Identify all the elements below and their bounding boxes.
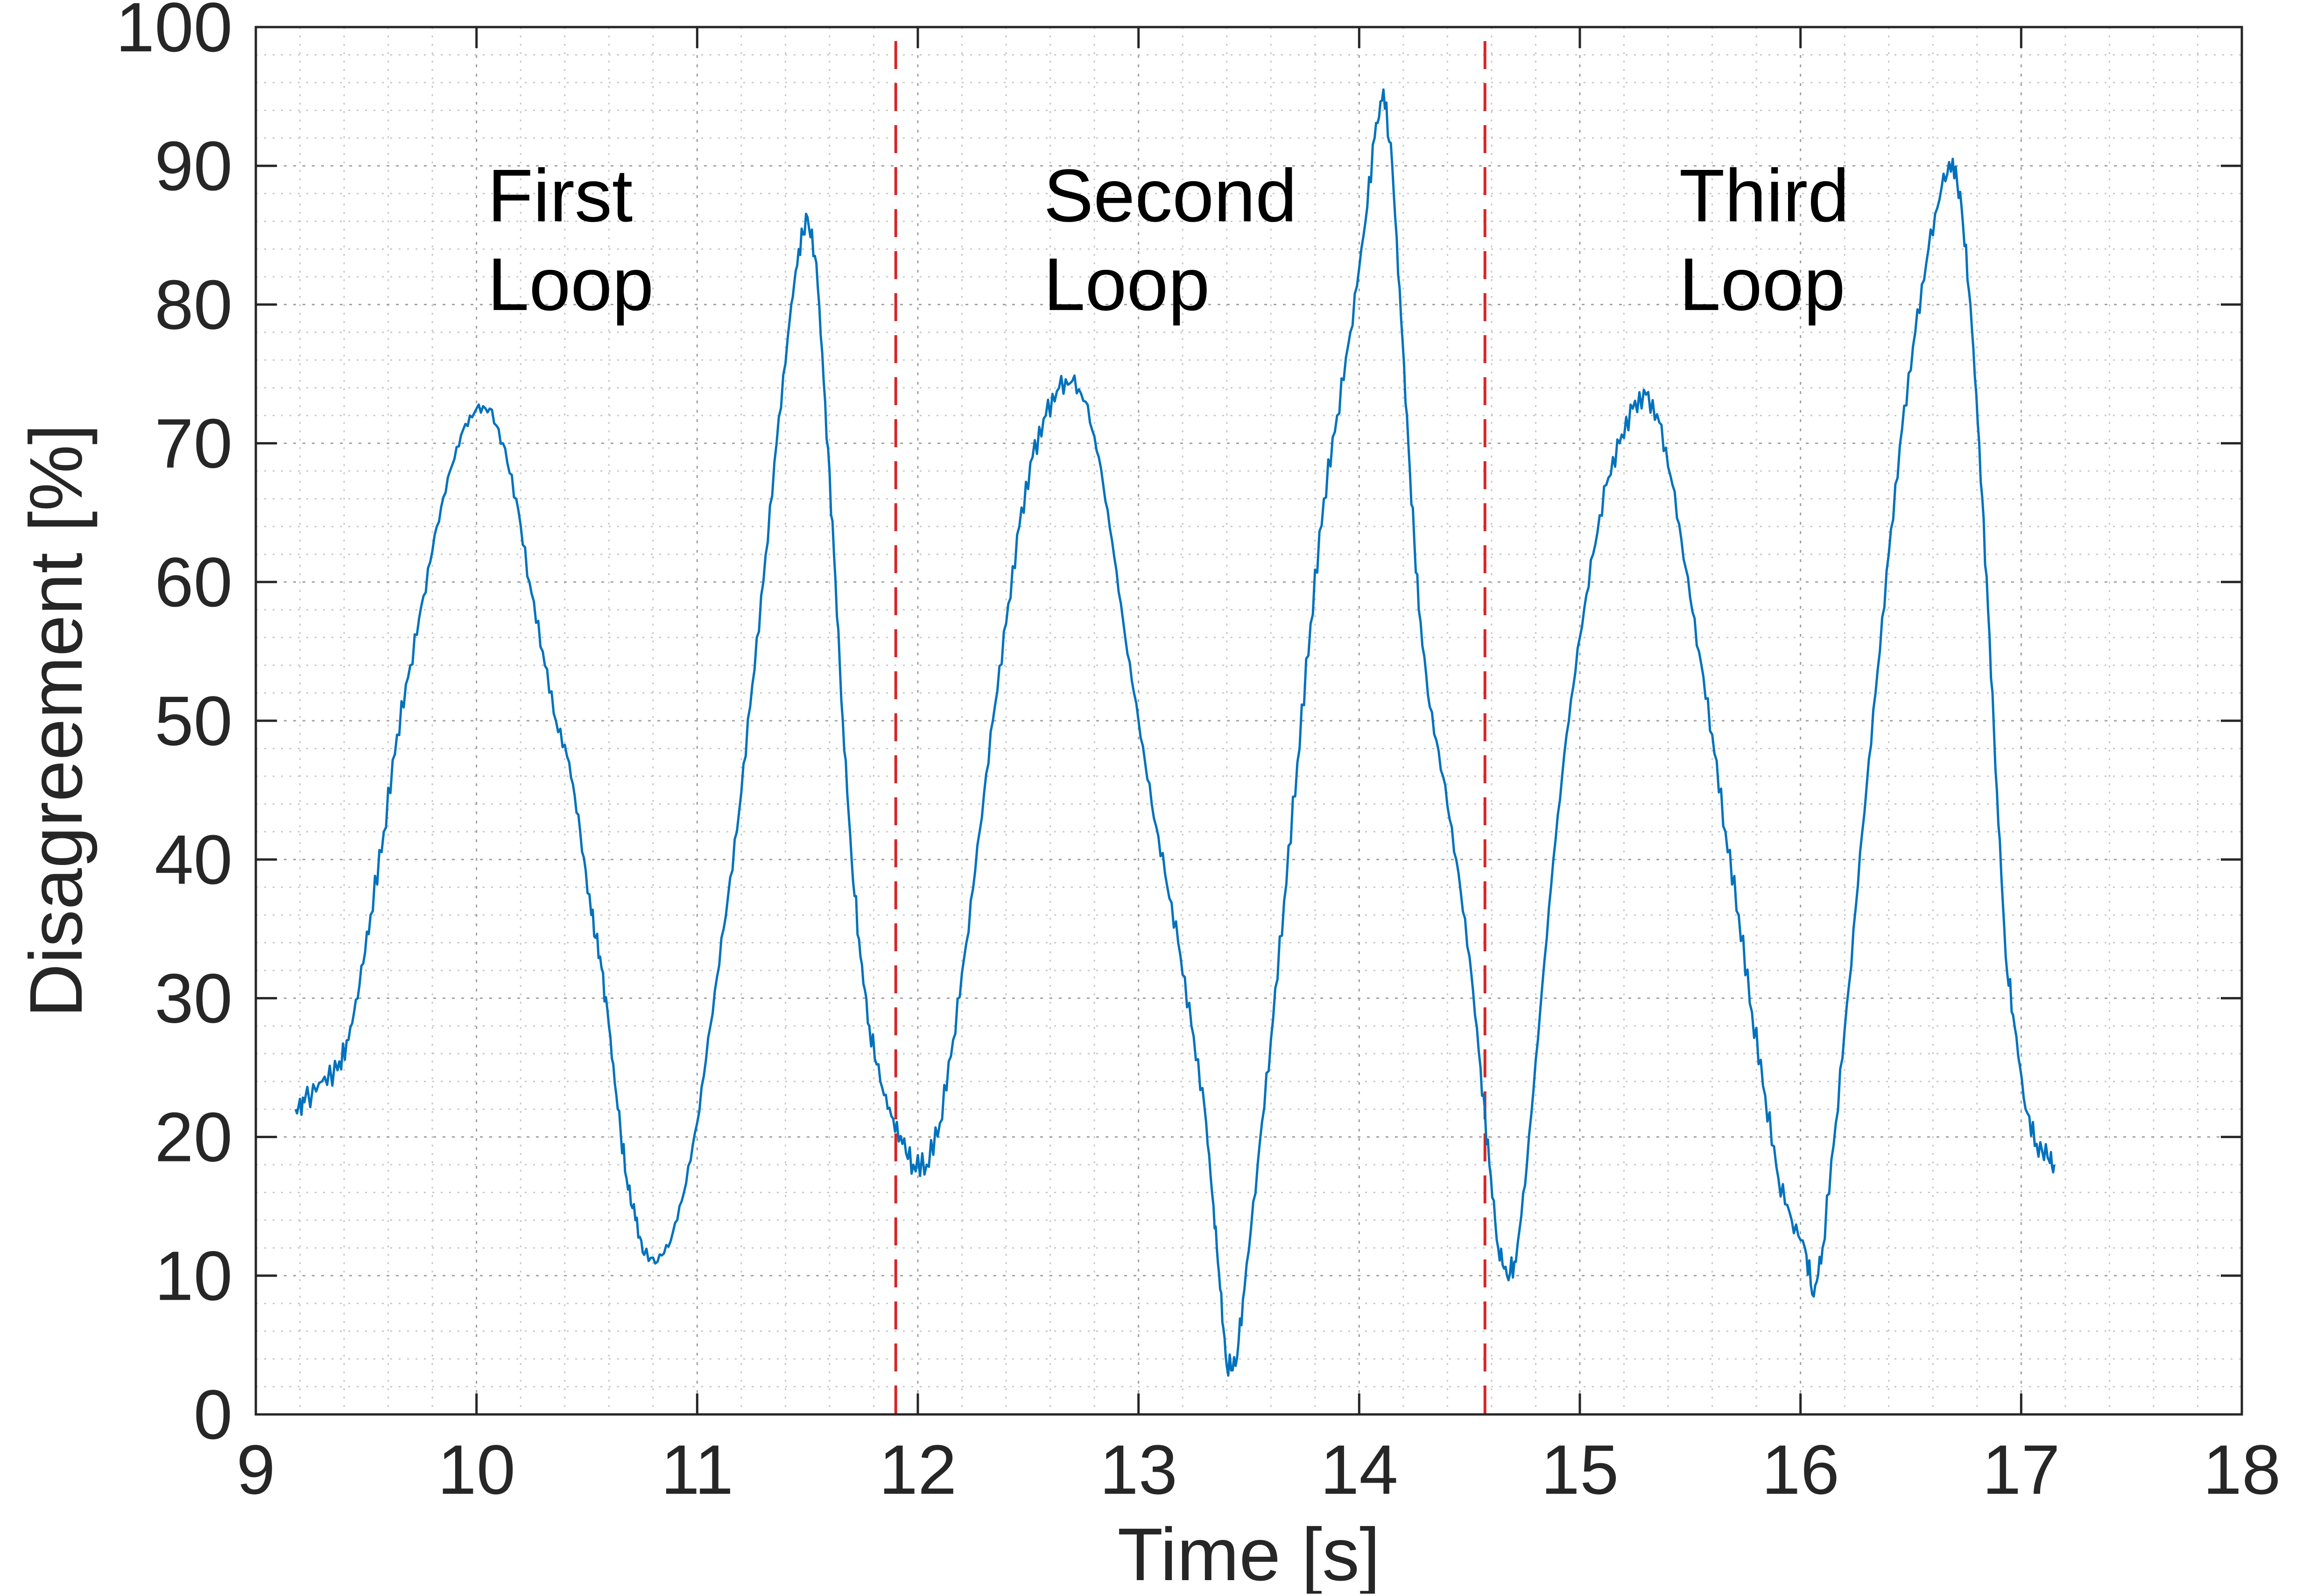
axis-ticks — [254, 26, 2243, 1416]
x-tick-label: 17 — [1982, 1430, 2060, 1509]
x-tick-label: 9 — [236, 1430, 275, 1509]
x-axis-title: Time [s] — [1118, 1512, 1380, 1594]
loop-annotation-line: Loop — [1679, 242, 1845, 326]
loop-annotation: Third Loop — [1679, 154, 1850, 326]
x-tick-label: 14 — [1320, 1430, 1398, 1509]
x-tick-label: 11 — [661, 1430, 733, 1509]
loop-annotation-line: Loop — [1043, 242, 1210, 326]
series-layer — [294, 88, 2056, 1377]
y-tick-label: 80 — [155, 265, 232, 344]
series-line — [294, 88, 2056, 1377]
x-tick-label: 16 — [1761, 1430, 1839, 1509]
y-tick-label: 0 — [194, 1375, 232, 1454]
y-tick-label: 30 — [155, 959, 232, 1037]
x-tick-label: 12 — [879, 1430, 957, 1509]
y-axis-title: Disagreement [%] — [14, 424, 98, 1018]
loop-annotation-line: Loop — [487, 242, 654, 326]
x-tick-label: 15 — [1541, 1430, 1619, 1509]
loop-annotation-line: Second — [1043, 154, 1297, 237]
y-tick-label: 90 — [155, 127, 232, 205]
loop-annotation: Second Loop — [1043, 154, 1297, 326]
loop-annotation-line: First — [487, 154, 633, 237]
x-tick-labels: 9 10 11 12 13 14 15 16 17 18 — [236, 1430, 2281, 1509]
x-tick-label: 10 — [437, 1430, 515, 1509]
x-tick-label: 13 — [1099, 1430, 1177, 1509]
x-tick-label: 18 — [2203, 1430, 2281, 1509]
loop-separators — [894, 41, 1486, 1414]
y-tick-label: 10 — [155, 1237, 232, 1315]
loop-annotation-line: Third — [1679, 154, 1850, 237]
y-tick-label: 70 — [155, 404, 232, 483]
y-tick-label: 20 — [155, 1098, 232, 1176]
loop-annotation: First Loop — [487, 154, 654, 326]
y-tick-labels: 0 10 20 30 40 50 60 70 80 90 100 — [116, 0, 232, 1454]
y-tick-label: 50 — [155, 682, 232, 760]
y-tick-label: 100 — [116, 0, 232, 66]
y-tick-label: 60 — [155, 543, 232, 621]
y-tick-label: 40 — [155, 820, 232, 899]
